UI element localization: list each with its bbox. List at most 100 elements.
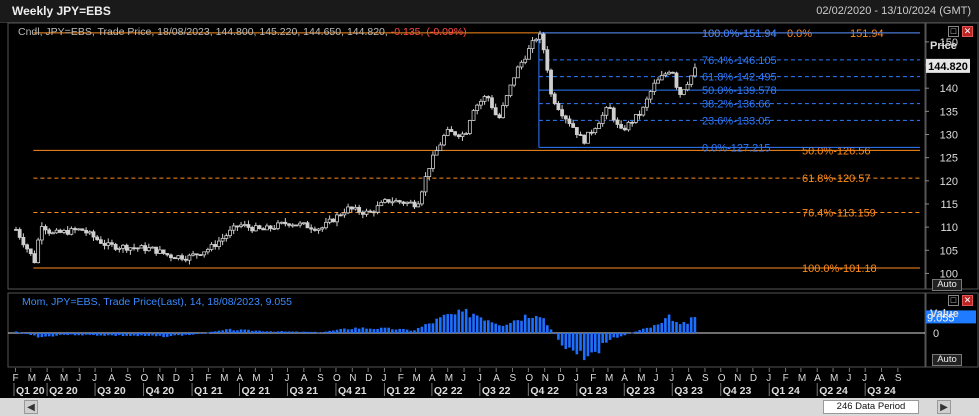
candle-body	[73, 228, 77, 231]
window-title: Weekly JPY=EBS	[12, 4, 111, 18]
candle-body	[689, 75, 694, 85]
momentum-bar	[564, 333, 568, 350]
candle-body	[128, 247, 133, 251]
month-label: S	[510, 373, 517, 384]
candle-body	[538, 33, 542, 40]
momentum-bar	[55, 333, 58, 336]
momentum-bar	[276, 331, 280, 333]
momentum-bar	[427, 323, 431, 333]
candle-body	[50, 232, 55, 235]
momentum-bar	[413, 330, 416, 333]
candle-body	[87, 231, 92, 234]
candle-body	[349, 206, 354, 210]
price-panel-restore-button[interactable]: □	[948, 26, 959, 37]
momentum-auto-button[interactable]: Auto	[932, 354, 962, 366]
candle-body	[501, 105, 505, 119]
price-auto-button[interactable]: Auto	[932, 279, 962, 291]
candle-body	[560, 109, 564, 117]
quarter-label: Q4 20	[146, 385, 175, 397]
momentum-bar	[368, 328, 372, 333]
momentum-bar	[671, 320, 675, 333]
price-tick-label: 135	[940, 106, 958, 118]
momentum-bar	[402, 328, 405, 333]
candle-body	[467, 120, 472, 134]
momentum-bar	[143, 333, 147, 336]
month-label: A	[429, 373, 436, 384]
price-tick-label: 105	[940, 245, 958, 257]
momentum-bar	[372, 329, 376, 333]
candlestick-series	[14, 30, 697, 265]
last-price-label: 144.820	[928, 61, 968, 73]
month-label: J	[461, 373, 466, 384]
momentum-bar	[272, 331, 276, 333]
candle-body	[161, 249, 166, 254]
momentum-bar	[328, 330, 331, 333]
month-label: N	[542, 373, 549, 384]
momentum-bar	[250, 330, 254, 333]
candle-body	[335, 214, 339, 223]
candle-body	[479, 100, 483, 106]
price-panel-close-button[interactable]: ✕	[962, 26, 973, 37]
scroll-right-arrow-icon[interactable]: ▶	[937, 400, 951, 414]
momentum-bar	[575, 333, 579, 355]
momentum-bar	[608, 333, 612, 340]
candle-body	[589, 131, 594, 134]
candle-body	[47, 229, 52, 234]
momentum-bar	[656, 324, 660, 333]
momentum-bar	[265, 331, 269, 333]
momentum-bar	[221, 330, 224, 333]
momentum-bar	[81, 333, 84, 336]
time-scrollbar[interactable]: ◀ 246 Data Period ▶	[0, 398, 979, 416]
momentum-bar	[557, 333, 560, 340]
momentum-bar	[505, 324, 509, 333]
price-tick-label: 120	[940, 176, 958, 188]
month-label: F	[205, 373, 211, 384]
momentum-legend: Mom, JPY=EBS, Trade Price(Last), 14, 18/…	[22, 296, 292, 308]
momentum-bar	[261, 331, 265, 333]
momentum-panel-close-button[interactable]: ✕	[962, 295, 973, 306]
momentum-bar	[660, 322, 664, 333]
scroll-left-arrow-icon[interactable]: ◀	[24, 400, 38, 414]
candle-body	[150, 246, 155, 249]
candle-body	[298, 222, 303, 226]
candle-body	[405, 201, 410, 204]
fibonacci-level-label: 0.0%-127.215	[702, 142, 771, 154]
momentum-bar	[70, 333, 73, 335]
momentum-bar	[560, 333, 564, 346]
candle-body	[213, 244, 218, 247]
candle-body	[290, 224, 295, 227]
month-label: A	[879, 373, 886, 384]
candle-body	[659, 75, 664, 81]
month-label: A	[236, 373, 243, 384]
momentum-bar	[590, 333, 593, 353]
candle-body	[563, 115, 568, 120]
quarter-label: Q4 23	[723, 385, 752, 397]
momentum-panel-restore-button[interactable]: □	[948, 295, 959, 306]
momentum-bar	[22, 333, 25, 334]
momentum-bar	[213, 331, 217, 333]
candle-body	[619, 124, 624, 129]
momentum-bar	[165, 333, 169, 337]
quarter-label: Q3 24	[867, 385, 896, 397]
candle-body	[132, 247, 136, 250]
momentum-bar	[51, 333, 55, 337]
candle-body	[58, 229, 63, 233]
candle-body	[445, 129, 450, 136]
price-tick-label: 100	[940, 268, 958, 280]
month-label: J	[574, 373, 579, 384]
momentum-bar	[457, 309, 461, 333]
fibonacci-level-label: 23.6%-133.05	[702, 115, 771, 127]
momentum-bar	[682, 321, 686, 333]
candle-body	[678, 86, 683, 95]
candle-body	[224, 235, 229, 239]
fibonacci-level-label: 61.8%-120.57	[802, 173, 871, 185]
momentum-bar	[199, 333, 202, 334]
momentum-bar	[435, 318, 438, 333]
momentum-bar	[140, 333, 143, 336]
momentum-bar	[66, 333, 69, 335]
price-tick-label: 115	[940, 199, 958, 211]
momentum-bar	[320, 332, 324, 333]
momentum-bar	[357, 328, 361, 333]
candle-body	[331, 218, 336, 223]
